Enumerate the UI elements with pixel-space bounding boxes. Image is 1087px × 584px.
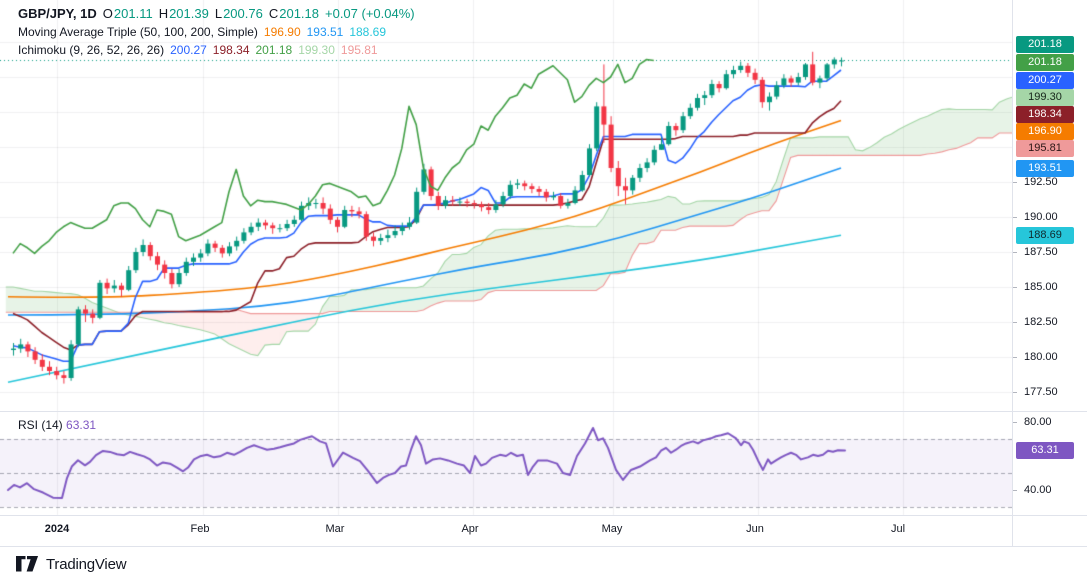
- rsi-tick-label: 40.00: [1013, 482, 1087, 498]
- ma-triple-status-line[interactable]: Moving Average Triple (50, 100, 200, Sim…: [18, 25, 392, 39]
- ichimoku-conversion-badge: 200.27: [1016, 71, 1074, 89]
- time-tick-label: Jul: [890, 523, 906, 535]
- price-tick-label: 187.50: [1013, 244, 1087, 260]
- time-tick-label: May: [601, 523, 623, 535]
- ma50-value: 196.90: [263, 25, 301, 39]
- symbol-title[interactable]: GBP/JPY, 1D: [18, 6, 97, 21]
- price-scale[interactable]: 192.50 190.00 187.50 185.00 182.50 180.0…: [1012, 0, 1087, 546]
- price-tick-label: 180.00: [1013, 349, 1087, 365]
- price-tick-label: 192.50: [1013, 174, 1087, 190]
- ma200-badge: 188.69: [1016, 226, 1074, 244]
- ichimoku-lead1-value: 199.30: [298, 43, 335, 57]
- symbol-status-line[interactable]: GBP/JPY, 1D O201.11 H201.39 L200.76 C201.18 +…: [18, 6, 421, 21]
- time-axis[interactable]: 2024 Feb Mar Apr May Jun Jul: [0, 516, 1087, 546]
- axis-separator: [0, 515, 1087, 516]
- ichimoku-conversion-value: 200.27: [170, 43, 207, 57]
- open-label: O: [102, 6, 113, 21]
- price-tick-label: 182.50: [1013, 314, 1087, 330]
- tradingview-logo[interactable]: TradingView: [16, 556, 127, 573]
- ma100-badge: 193.51: [1016, 159, 1074, 177]
- price-tick-label: 185.00: [1013, 279, 1087, 295]
- chart-canvas[interactable]: [0, 0, 1012, 546]
- time-tick-label: Apr: [461, 523, 479, 535]
- rsi-value: 63.31: [66, 418, 97, 432]
- change-value: +0.07 (+0.04%): [325, 6, 415, 21]
- ichimoku-indicator-title[interactable]: Ichimoku (9, 26, 52, 26, 26): [18, 43, 165, 57]
- ma100-value: 193.51: [306, 25, 344, 39]
- price-tick-label: 177.50: [1013, 384, 1087, 400]
- rsi-value-badge: 63.31: [1016, 441, 1074, 459]
- rsi-tick-label: 80.00: [1013, 414, 1087, 430]
- ichimoku-base-badge: 198.34: [1016, 105, 1074, 123]
- ma-indicator-title[interactable]: Moving Average Triple (50, 100, 200, Sim…: [18, 25, 258, 39]
- price-tick-label: 190.00: [1013, 209, 1087, 225]
- ma50-badge: 196.90: [1016, 122, 1074, 140]
- time-tick-label: Mar: [325, 523, 345, 535]
- low-value: 200.76: [223, 6, 263, 21]
- low-label: L: [214, 6, 223, 21]
- high-value: 201.39: [169, 6, 209, 21]
- ichimoku-base-value: 198.34: [212, 43, 250, 57]
- last-price-badge: 201.18: [1016, 35, 1074, 53]
- tradingview-logo-icon: [16, 556, 39, 572]
- high-label: H: [158, 6, 169, 21]
- ichimoku-status-line[interactable]: Ichimoku (9, 26, 52, 26, 26) 200.27 198.34…: [18, 43, 384, 57]
- close-label: C: [268, 6, 279, 21]
- pane-separator[interactable]: [0, 411, 1087, 412]
- ichimoku-lead1-badge: 199.30: [1016, 88, 1074, 106]
- time-tick-label: 2024: [44, 523, 70, 535]
- ichimoku-lagging-value: 201.18: [255, 43, 293, 57]
- time-tick-label: Feb: [190, 523, 210, 535]
- ichimoku-lagging-badge: 201.18: [1016, 53, 1074, 71]
- ichimoku-lead2-value: 195.81: [340, 43, 378, 57]
- time-tick-label: Jun: [746, 523, 764, 535]
- close-value: 201.18: [279, 6, 319, 21]
- axis-bottom-separator: [0, 546, 1087, 547]
- rsi-indicator-title[interactable]: RSI (14): [18, 418, 63, 432]
- ma200-value: 188.69: [349, 25, 387, 39]
- ichimoku-lead2-badge: 195.81: [1016, 139, 1074, 157]
- rsi-status-line[interactable]: RSI (14) 63.31: [18, 418, 96, 432]
- tradingview-logo-text: TradingView: [46, 556, 127, 573]
- open-value: 201.11: [113, 6, 153, 21]
